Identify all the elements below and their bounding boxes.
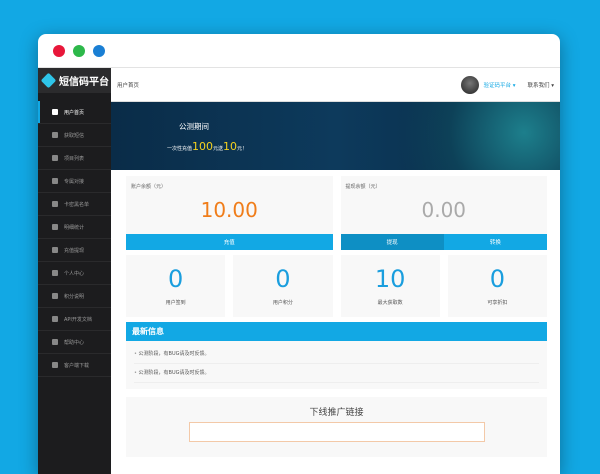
- medal-icon: [52, 293, 58, 299]
- sidebar-item-label: 项目列表: [64, 155, 85, 162]
- referral-panel: 下线推广链接: [126, 397, 547, 457]
- withdraw-card: 提现余额（元） 0.00 提现 转换: [340, 176, 547, 250]
- withdraw-button[interactable]: 提现: [340, 234, 444, 250]
- stat-card: 0 用户积分: [233, 255, 333, 317]
- referral-title: 下线推广链接: [309, 408, 364, 418]
- top-header: 用户首页 验证码平台 ▾ 联系我们 ▾: [111, 68, 560, 102]
- sidebar-item[interactable]: 项目列表: [38, 147, 111, 170]
- sidebar-item-label: 个人中心: [64, 270, 85, 277]
- sidebar-item[interactable]: 充值提现: [38, 239, 111, 262]
- sidebar-item[interactable]: API开发文档: [38, 308, 111, 331]
- promo-amount: 100: [192, 140, 214, 153]
- document-icon: [52, 316, 58, 322]
- message-icon: [52, 132, 58, 138]
- browser-window: 短信码平台 用户首页获取短信项目列表专属对接卡密黑名单明细统计充值提现个人中心积…: [38, 34, 560, 474]
- sidebar-item-label: 积分说明: [64, 293, 85, 300]
- stat-value: 10: [374, 265, 406, 293]
- stat-card: 0 用户签到: [126, 255, 226, 317]
- banner-promo: 一次性充值100元送10元！: [167, 140, 247, 153]
- news-title: 最新信息: [126, 322, 547, 341]
- breadcrumb: 用户首页: [117, 82, 140, 89]
- sidebar-item-label: 帮助中心: [64, 339, 85, 346]
- sidebar-item-label: 明细统计: [64, 224, 85, 231]
- list-icon: [52, 155, 58, 161]
- news-panel: 最新信息 公测阶段，有BUG请及时反馈。公测阶段，有BUG请及时反馈。: [126, 322, 547, 389]
- sidebar-item[interactable]: 专属对接: [38, 170, 111, 193]
- sidebar-item-label: 客户端下载: [64, 362, 90, 369]
- sidebar-item[interactable]: 客户端下载: [38, 354, 111, 377]
- sidebar: 短信码平台 用户首页获取短信项目列表专属对接卡密黑名单明细统计充值提现个人中心积…: [38, 68, 111, 474]
- promo-bonus: 10: [223, 140, 238, 153]
- news-item[interactable]: 公测阶段，有BUG请及时反馈。: [134, 364, 539, 383]
- close-window-button[interactable]: [53, 45, 65, 57]
- contact-menu[interactable]: 联系我们 ▾: [527, 82, 554, 89]
- user-menu[interactable]: 验证码平台 ▾: [483, 82, 516, 89]
- recharge-button[interactable]: 充值: [126, 234, 333, 250]
- blacklist-icon: [52, 201, 58, 207]
- stat-label: 用户积分: [272, 300, 293, 306]
- balance-value: 10.00: [200, 198, 258, 222]
- balance-label: 账户余额（元）: [131, 184, 167, 190]
- user-icon: [52, 270, 58, 276]
- title-bar: [38, 34, 560, 68]
- logo[interactable]: 短信码平台: [38, 68, 111, 93]
- withdraw-label: 提现余额（元）: [345, 184, 381, 190]
- sidebar-item-label: 用户首页: [64, 109, 85, 116]
- chart-icon: [52, 224, 58, 230]
- sidebar-item[interactable]: 个人中心: [38, 262, 111, 285]
- promo-text: 元送: [213, 146, 224, 152]
- link-icon: [52, 178, 58, 184]
- maximize-window-button[interactable]: [93, 45, 105, 57]
- stat-label: 最大获取数: [377, 300, 403, 306]
- convert-button[interactable]: 转换: [443, 234, 547, 250]
- sidebar-item[interactable]: 获取短信: [38, 124, 111, 147]
- sidebar-item-label: API开发文档: [64, 316, 92, 323]
- promo-text: 元！: [237, 146, 248, 152]
- stat-label: 可享折扣: [487, 300, 508, 306]
- promo-text: 一次性充值: [167, 146, 193, 152]
- sidebar-nav: 用户首页获取短信项目列表专属对接卡密黑名单明细统计充值提现个人中心积分说明 API…: [38, 101, 111, 377]
- stat-value: 0: [275, 265, 291, 293]
- sidebar-item[interactable]: 帮助中心: [38, 331, 111, 354]
- sidebar-item[interactable]: 明细统计: [38, 216, 111, 239]
- sidebar-item-label: 充值提现: [64, 247, 85, 254]
- download-icon: [52, 362, 58, 368]
- withdraw-value: 0.00: [421, 198, 467, 222]
- stat-label: 用户签到: [165, 300, 186, 306]
- sidebar-item-label: 获取短信: [64, 132, 85, 139]
- help-icon: [52, 339, 58, 345]
- stat-value: 0: [489, 265, 506, 293]
- sidebar-item[interactable]: 用户首页: [38, 101, 111, 124]
- sidebar-item-label: 专属对接: [64, 178, 85, 185]
- news-item[interactable]: 公测阶段，有BUG请及时反馈。: [134, 345, 539, 364]
- brand-name: 短信码平台: [59, 77, 109, 88]
- cube-icon: [40, 72, 57, 89]
- wallet-icon: [52, 247, 58, 253]
- minimize-window-button[interactable]: [73, 45, 85, 57]
- promo-banner: 公测期间 一次性充值100元送10元！: [111, 102, 560, 170]
- sidebar-item[interactable]: 积分说明: [38, 285, 111, 308]
- stat-card: 0 可享折扣: [447, 255, 547, 317]
- stat-value: 0: [167, 265, 184, 293]
- sidebar-item[interactable]: 卡密黑名单: [38, 193, 111, 216]
- banner-title: 公测期间: [179, 122, 209, 131]
- referral-link-field[interactable]: [188, 422, 485, 442]
- balance-card: 账户余额（元） 10.00 充值: [126, 176, 333, 250]
- home-icon: [52, 109, 58, 115]
- sidebar-item-label: 卡密黑名单: [64, 201, 90, 208]
- avatar[interactable]: [461, 75, 480, 94]
- main-area: 用户首页 验证码平台 ▾ 联系我们 ▾ 公测期间 一次性充值100元送10元！ …: [111, 68, 560, 474]
- stat-card: 10 最大获取数: [340, 255, 440, 317]
